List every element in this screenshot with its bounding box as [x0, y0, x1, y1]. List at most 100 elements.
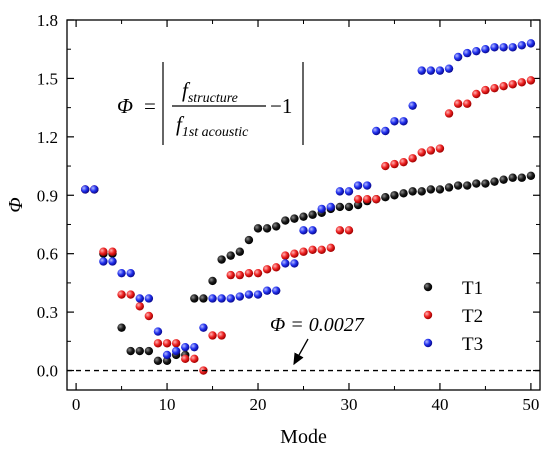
point-t2: [408, 154, 417, 163]
point-t1: [199, 294, 208, 303]
point-t2: [308, 245, 317, 254]
legend-label-t1: T1: [462, 278, 483, 299]
point-t2: [135, 302, 144, 311]
point-t1: [426, 185, 436, 194]
point-t2: [490, 83, 499, 93]
point-t3: [262, 286, 272, 295]
point-t2: [508, 80, 517, 89]
formula-denominator-base: f: [176, 112, 185, 136]
point-t2: [99, 247, 108, 256]
point-t3: [444, 64, 454, 73]
point-t1: [417, 187, 426, 196]
point-t1: [435, 185, 445, 194]
point-t2: [108, 247, 117, 256]
formula-numerator: fstructure: [182, 78, 238, 106]
annotation-label: Φ = 0.0027: [270, 314, 365, 336]
point-t1: [153, 356, 163, 365]
point-t1: [517, 173, 527, 182]
point-t3: [117, 268, 126, 278]
point-t3: [199, 323, 208, 332]
point-t2: [344, 226, 354, 235]
x-axis-title: Mode: [280, 426, 327, 448]
point-t3: [417, 66, 426, 75]
formula-lhs: Φ: [117, 94, 133, 118]
point-t1: [490, 177, 499, 186]
point-t2: [463, 99, 472, 108]
y-tick-label: 0.9: [37, 186, 58, 205]
x-tick-label: 50: [522, 395, 539, 414]
y-tick-label: 1.2: [37, 128, 58, 147]
plot-frame: [66, 19, 541, 391]
point-t1: [526, 171, 536, 180]
point-t2: [517, 78, 527, 87]
formula-equals: =: [144, 94, 156, 118]
legend-marker-t1: [423, 282, 433, 292]
point-t1: [408, 187, 417, 196]
point-t3: [244, 290, 254, 299]
point-t3: [80, 185, 90, 194]
formula-numerator-sub: structure: [188, 91, 238, 106]
x-tick-label: 40: [431, 395, 448, 414]
point-t2: [526, 76, 536, 85]
point-t3: [281, 259, 290, 268]
point-t1: [217, 255, 226, 264]
point-t3: [499, 43, 508, 52]
point-t3: [208, 294, 217, 303]
point-t2: [153, 339, 163, 348]
point-t1: [472, 179, 481, 188]
point-t3: [526, 39, 536, 48]
point-t1: [262, 224, 272, 233]
point-t3: [299, 226, 308, 235]
point-t1: [144, 346, 154, 356]
point-t3: [390, 117, 399, 126]
x-tick-label: 30: [340, 395, 357, 414]
point-t3: [353, 181, 363, 190]
point-t3: [153, 327, 163, 336]
point-t3: [481, 45, 490, 54]
point-t1: [162, 356, 172, 365]
y-tick-label: 0.0: [37, 362, 58, 381]
point-t1: [390, 191, 399, 200]
formula-minus-one: −1: [270, 94, 292, 118]
point-t2: [372, 194, 381, 204]
point-t1: [272, 222, 281, 231]
point-t3: [171, 346, 181, 356]
point-t2: [162, 339, 172, 348]
point-t2: [117, 290, 126, 299]
point-t1: [481, 179, 490, 188]
point-t3: [226, 294, 235, 303]
point-t2: [217, 331, 226, 340]
point-t3: [135, 294, 144, 303]
formula-denominator: f1st acoustic: [176, 112, 249, 140]
point-t3: [490, 43, 499, 52]
point-t2: [353, 194, 363, 204]
point-t2: [235, 270, 245, 280]
point-t3: [181, 342, 190, 352]
point-t1: [290, 214, 299, 223]
legend-marker-t2: [423, 310, 433, 320]
point-t2: [272, 263, 281, 272]
tick-labels: 0 10 20 30 40 50 0.0 0.3 0.6 0.9 1.2 1.5 1.8: [37, 11, 540, 414]
point-t2: [208, 331, 217, 340]
point-t3: [126, 268, 135, 278]
point-t2: [281, 251, 290, 260]
point-t2: [472, 89, 481, 99]
point-t1: [508, 173, 517, 182]
point-t2: [299, 247, 308, 256]
point-t2: [181, 354, 190, 364]
point-t3: [99, 257, 108, 266]
point-t2: [390, 159, 399, 169]
point-t2: [244, 268, 254, 278]
point-t1: [453, 181, 463, 190]
point-t1: [444, 183, 454, 192]
point-t1: [226, 251, 235, 260]
point-t2: [335, 226, 345, 235]
point-t3: [508, 43, 517, 52]
point-t2: [499, 82, 508, 91]
point-t3: [326, 202, 335, 212]
point-t1: [335, 202, 345, 212]
point-t3: [408, 101, 417, 110]
point-t3: [517, 41, 527, 50]
y-tick-label: 0.3: [37, 303, 58, 322]
data-points: [80, 39, 536, 375]
